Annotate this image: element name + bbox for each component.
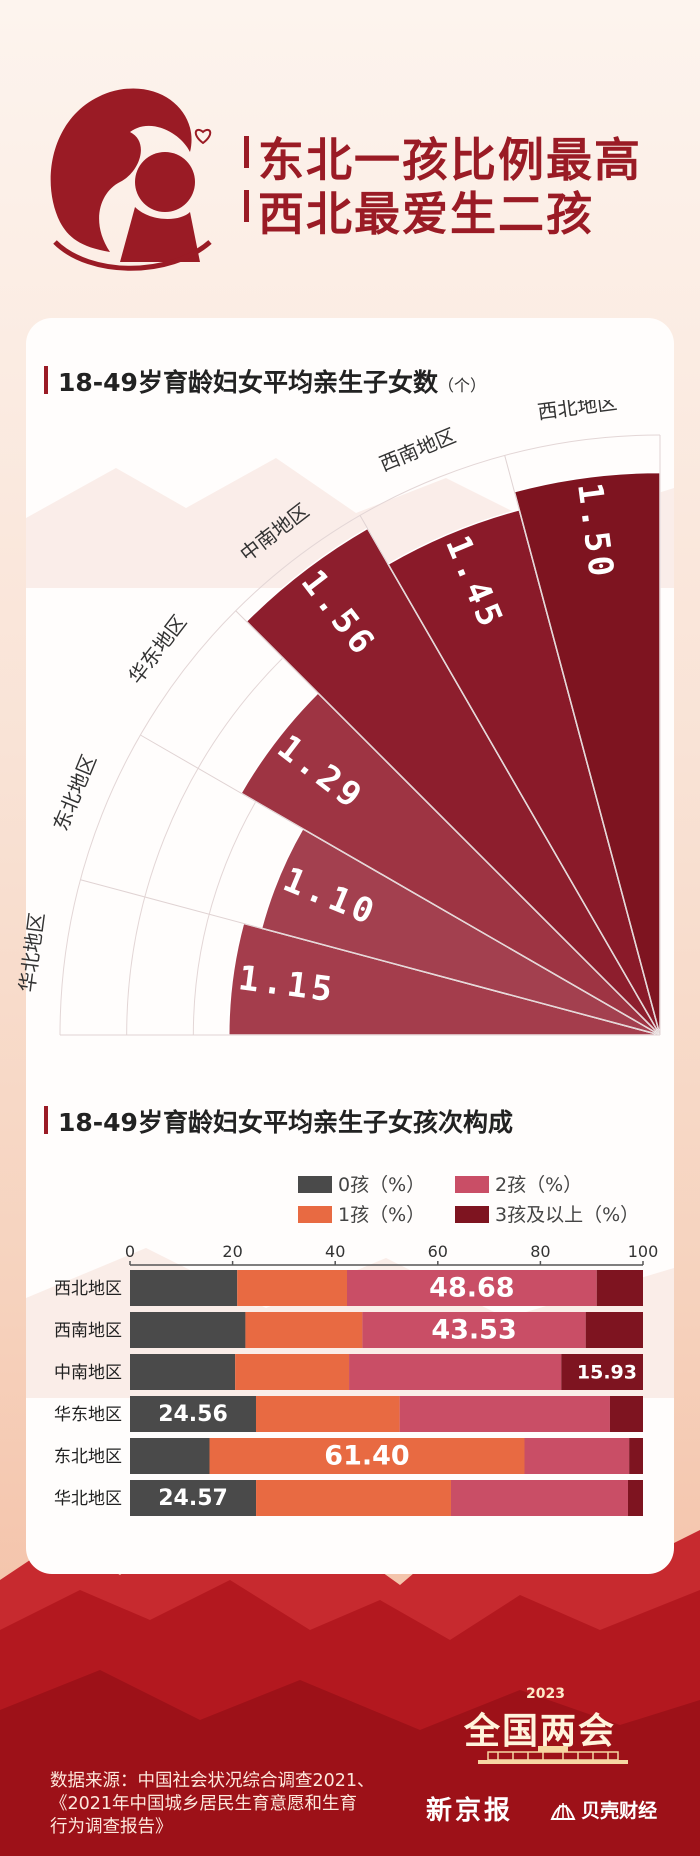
stacked-bar-segment xyxy=(349,1354,562,1390)
legend-swatch-3 xyxy=(455,1206,489,1223)
mother-child-logo xyxy=(50,88,212,271)
grid-spoke xyxy=(359,515,661,1036)
badge-year: 2023 xyxy=(526,1686,565,1702)
stacked-bar-segment xyxy=(609,1396,643,1432)
great-hall-icon xyxy=(478,1746,628,1764)
section1-unit: （个） xyxy=(437,376,486,395)
stacked-bar-segment xyxy=(130,1312,246,1348)
heart-icon xyxy=(194,128,212,144)
bar-category-label: 东北地区 xyxy=(54,1447,122,1467)
grid-spoke xyxy=(504,455,661,1036)
brand-xinjingbao: 新京报 xyxy=(426,1796,514,1826)
legend-swatch-1 xyxy=(298,1206,332,1223)
stacked-bar-segment xyxy=(130,1270,238,1306)
bar-data-label: 61.40 xyxy=(324,1441,409,1472)
stacked-bar-chart: 0 20 40 60 80 100 西北地区 48.68 西南地区 43.53 中南地区 15.93 华… xyxy=(54,1242,659,1516)
bar-category-label: 西南地区 xyxy=(54,1321,122,1341)
data-source: 数据来源：中国社会状况综合调查2021、 《2021年中国城乡居民生育意愿和生育… xyxy=(50,1770,430,1839)
bar-data-label: 15.93 xyxy=(577,1362,637,1384)
stacked-bar-segment xyxy=(399,1396,610,1432)
grid-spoke xyxy=(140,734,661,1036)
section1-title-bar xyxy=(44,366,48,394)
stacked-bar-segment xyxy=(209,1438,525,1474)
x-tick-label: 100 xyxy=(628,1242,659,1261)
section2-title: 18-49岁育龄妇女平均亲生子女孩次构成 xyxy=(58,1108,513,1137)
bar-data-label: 43.53 xyxy=(431,1315,516,1346)
section1-title: 18-49岁育龄妇女平均亲生子女数（个） xyxy=(58,363,486,399)
stacked-bar-segment xyxy=(130,1396,256,1432)
x-tick-label: 80 xyxy=(530,1242,550,1261)
stacked-bar-segment xyxy=(629,1438,643,1474)
bar-category-label: 华东地区 xyxy=(54,1405,122,1425)
legend-label-0: 0孩（%） xyxy=(338,1174,426,1196)
x-tick-label: 20 xyxy=(222,1242,242,1261)
legend-swatch-0 xyxy=(298,1176,332,1193)
radial-category-label: 西北地区 xyxy=(536,400,618,424)
headline-line-1: 东北一孩比例最高 xyxy=(258,133,642,187)
stacked-bar-segment xyxy=(561,1354,643,1390)
section1-title-text: 18-49岁育龄妇女平均亲生子女数 xyxy=(58,368,438,397)
stacked-bar-segment xyxy=(362,1312,586,1348)
x-tick-label: 60 xyxy=(428,1242,448,1261)
mountain-background xyxy=(0,1510,700,1856)
section2-title-bar xyxy=(44,1106,48,1134)
brand-beike-label: 贝壳财经 xyxy=(581,1800,658,1822)
radial-category-label: 中南地区 xyxy=(235,499,313,567)
bar-data-label: 24.56 xyxy=(158,1402,228,1427)
legend-label-3: 3孩及以上（%） xyxy=(495,1204,640,1226)
stacked-bar-segment xyxy=(130,1480,257,1516)
x-tick-label: 40 xyxy=(325,1242,345,1261)
x-tick-label: 0 xyxy=(125,1242,135,1261)
stacked-bar-segment xyxy=(130,1354,236,1390)
bar-category-label: 中南地区 xyxy=(54,1363,122,1383)
shell-icon xyxy=(550,1803,576,1820)
legend-swatch-2 xyxy=(455,1176,489,1193)
legend-label-1: 1孩（%） xyxy=(338,1204,426,1226)
stacked-bar-segment xyxy=(235,1354,350,1390)
source-line-2: 《2021年中国城乡居民生育意愿和生育 xyxy=(50,1794,358,1814)
radial-category-label: 华北地区 xyxy=(15,911,49,993)
source-line-1: 数据来源：中国社会状况综合调查2021、 xyxy=(50,1771,375,1791)
stacked-bar-segment xyxy=(585,1312,643,1348)
stacked-bar-segment xyxy=(245,1312,363,1348)
grid-spoke xyxy=(235,610,661,1036)
bar-data-label: 48.68 xyxy=(429,1273,514,1304)
bar-data-label: 24.57 xyxy=(158,1486,228,1511)
legend-label-2: 2孩（%） xyxy=(495,1174,583,1196)
stacked-bar-segment xyxy=(130,1438,210,1474)
brand-beike: 贝壳财经 xyxy=(550,1796,657,1823)
grid-spoke xyxy=(80,879,661,1036)
radial-category-label: 华东地区 xyxy=(124,610,192,688)
stacked-bar-segment xyxy=(256,1480,451,1516)
bar-category-label: 西北地区 xyxy=(54,1279,122,1299)
two-sessions-badge: 2023 全国两会 xyxy=(456,1686,646,1766)
headline-bar-2 xyxy=(244,190,249,222)
radial-category-label: 西南地区 xyxy=(376,423,459,476)
headline-line-2: 西北最爱生二孩 xyxy=(258,187,594,241)
bar-category-label: 华北地区 xyxy=(54,1489,122,1509)
stacked-bar-segment xyxy=(346,1270,597,1306)
source-line-3: 行为调查报告》 xyxy=(50,1817,173,1837)
stacked-bar-segment xyxy=(596,1270,643,1306)
stacked-bar-segment xyxy=(627,1480,643,1516)
stacked-bar-segment xyxy=(237,1270,347,1306)
legend-item-0: 0孩（%） xyxy=(298,1170,425,1197)
radial-category-label: 东北地区 xyxy=(48,751,101,834)
headline-bar-1 xyxy=(244,136,249,168)
badge-title: 全国两会 xyxy=(464,1711,617,1752)
legend-item-3: 3孩及以上（%） xyxy=(455,1200,639,1227)
legend-item-2: 2孩（%） xyxy=(455,1170,582,1197)
legend-item-1: 1孩（%） xyxy=(298,1200,425,1227)
stacked-bar-segment xyxy=(255,1396,400,1432)
stacked-bar-segment xyxy=(524,1438,630,1474)
stacked-bar-segment xyxy=(450,1480,628,1516)
